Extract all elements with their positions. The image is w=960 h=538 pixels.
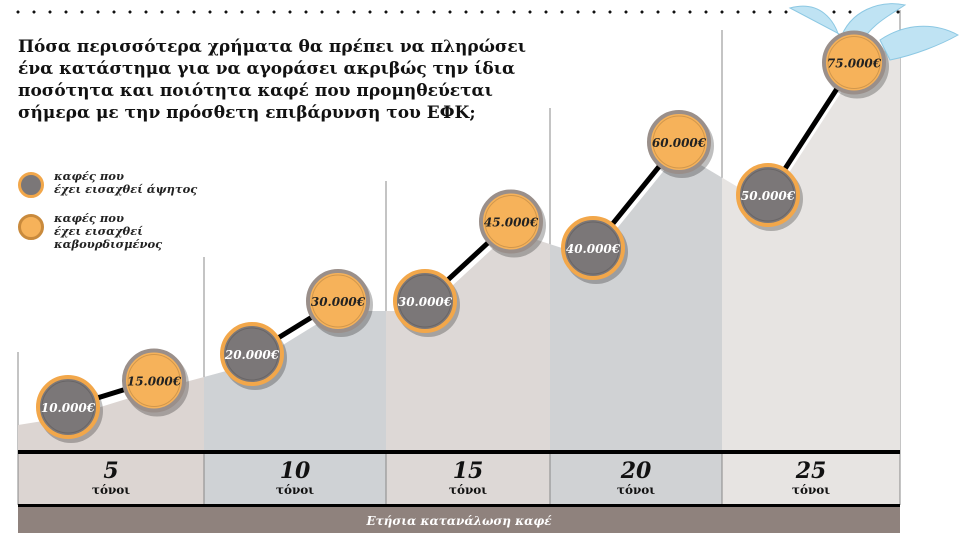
dotted-rule [10,10,900,14]
coin-rim [652,115,706,169]
data-label: 50.000€ [741,189,796,203]
coin-rim [484,195,538,248]
coin-rim [225,327,279,381]
title-line: ένα κατάστημα για να αγοράσει ακριβώς τη… [18,59,516,79]
area-fill [386,231,550,452]
legend-label: καβουρδισμένος [54,237,163,251]
axis-bar [18,507,900,533]
area-fill [722,40,900,452]
coin-roasted [647,110,711,174]
data-label: 40.000€ [566,242,621,256]
coin-roasted [306,269,370,333]
area-fill [204,311,386,452]
coin-unroasted [36,375,100,439]
coin-unroasted [393,269,457,333]
baseline [18,450,900,454]
wing-decoration [788,3,907,46]
coin-rim [41,380,95,434]
legend-label: έχει εισαχθεί [54,224,143,238]
category-label: 20 [620,458,652,484]
category-cell [722,452,900,505]
category-cell [18,452,204,505]
x-axis-label: Ετήσια κατανάλωση καφέ [365,514,552,528]
coin-rim [127,354,181,407]
legend-item-unroasted: καφές που έχει εισαχθεί άψητος [18,170,197,198]
legend-label: καφές που [54,169,124,183]
category-label: 10 [280,458,311,484]
data-label: 20.000€ [224,348,280,362]
legend-item-roasted: καφές που έχει εισαχθεί καβουρδισμένος [18,212,162,251]
category-cell [386,452,550,505]
category-label: 25 [795,458,827,484]
category-label: 5 [103,458,118,484]
coin-roasted [822,30,886,95]
category-unit: τόνοι [92,483,130,497]
category-unit: τόνοι [449,483,487,497]
data-label: 30.000€ [398,295,453,309]
category-unit: τόνοι [617,483,655,497]
coin-rim [566,221,620,275]
area-fill [550,152,722,452]
category-cell [204,452,386,505]
title-line: ποσότητα και ποιότητα καφέ που προμηθεύε… [18,81,493,101]
coin-unroasted [736,163,800,227]
page-title: Πόσα περισσότερα χρήματα θα πρέπει να πλ… [18,36,538,124]
legend-label: έχει εισαχθεί άψητος [54,182,198,196]
coin-unroasted [220,322,284,386]
coin-rim [741,168,795,222]
data-label: 60.000€ [652,136,707,150]
data-label: 30.000€ [311,295,366,309]
legend-swatch-orange [18,214,44,240]
axis-rule [18,504,900,507]
coin-roasted [122,348,186,413]
coin-rim [827,36,881,89]
data-label: 15.000€ [127,375,182,389]
legend-swatch-gray [18,172,44,198]
data-label: 45.000€ [484,216,539,230]
data-label: 75.000€ [827,57,882,71]
title-line: σήμερα με την πρόσθετη επιβάρυνση του ΕΦ… [18,103,476,123]
coin-roasted [479,189,543,254]
wing-decoration [879,25,960,61]
coin-rim [398,274,452,328]
coin-rim [311,274,365,328]
category-unit: τόνοι [792,483,830,497]
coin-unroasted [561,216,625,280]
category-cell [550,452,722,505]
data-label: 10.000€ [41,401,96,415]
title-line: Πόσα περισσότερα χρήματα θα πρέπει να πλ… [18,37,526,57]
category-label: 15 [453,458,484,484]
category-unit: τόνοι [276,483,314,497]
legend-label: καφές που [54,211,124,225]
